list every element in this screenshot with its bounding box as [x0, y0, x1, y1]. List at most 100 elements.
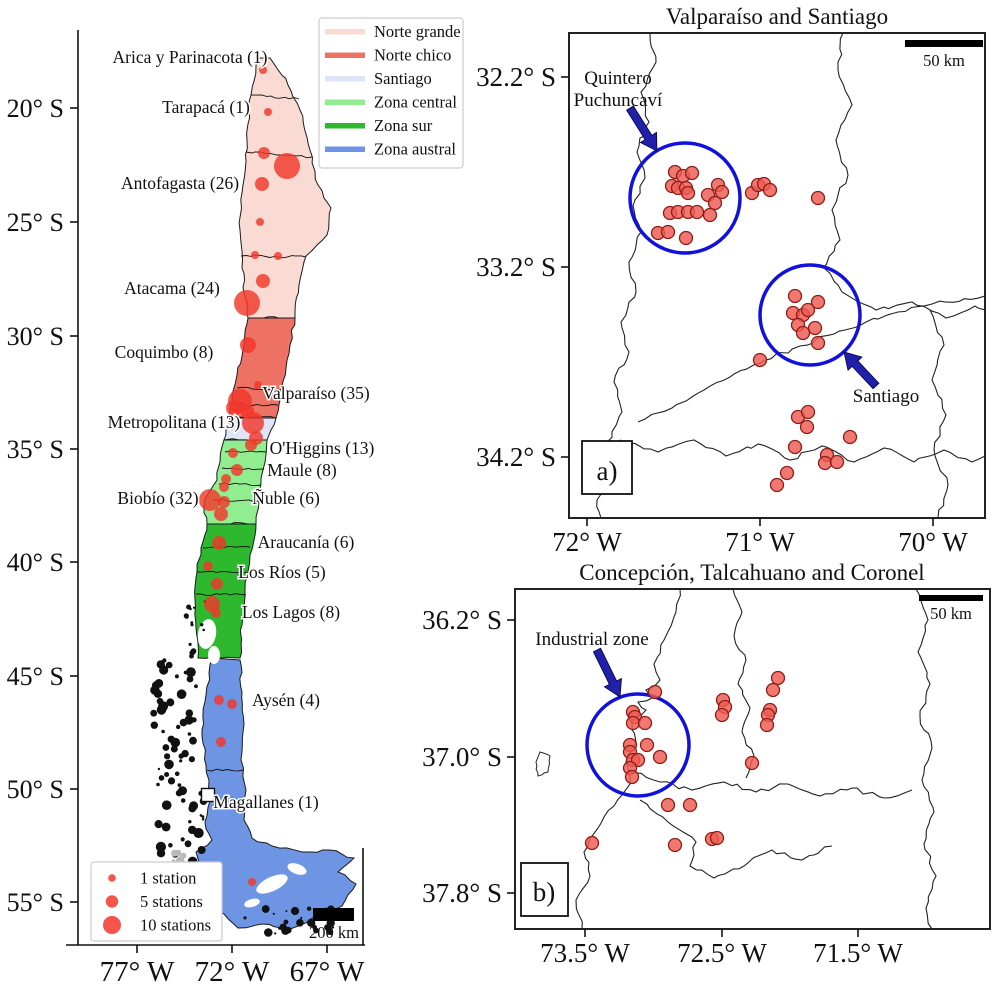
highlight-circle [585, 692, 691, 798]
panel-b-scalebar-label: 50 km [930, 604, 972, 623]
y-tick-label: 55° S [7, 888, 64, 917]
fjord-blob [176, 724, 181, 730]
region-border-line [196, 570, 248, 574]
station-dot [245, 439, 257, 451]
legend-swatch [325, 123, 365, 129]
fjord-blob-south [263, 909, 268, 913]
station-dot [829, 454, 845, 470]
station-dot [647, 684, 663, 700]
fjord-blob [188, 756, 195, 763]
legend-swatch [325, 146, 365, 152]
station-dot [842, 429, 858, 445]
legend-label: Santiago [374, 69, 432, 88]
station-dot [759, 717, 775, 733]
panel-b-stations [584, 670, 786, 853]
station-dot [251, 251, 259, 259]
fjord-blob [164, 759, 174, 770]
fjord-blob [167, 777, 176, 785]
fjord-blob [170, 745, 178, 753]
station-dot [203, 561, 213, 571]
station-dot [714, 707, 730, 723]
station-dot [214, 507, 228, 521]
panel-a-title: Valparaíso and Santiago [666, 4, 888, 29]
fjord-blob-south [274, 932, 277, 935]
boundary-line [639, 799, 833, 879]
fjord-blob [174, 674, 179, 679]
fjord-blob [179, 759, 183, 763]
panel-a-highlights [626, 105, 880, 390]
fjord-blob [155, 841, 166, 853]
region-border-line [195, 593, 247, 596]
station-dot [264, 108, 272, 116]
region-label: Arica y Parinacota (1) [113, 47, 268, 67]
legend-swatch [325, 76, 365, 82]
coast-inlet [256, 874, 288, 894]
fjord-blob [161, 800, 172, 810]
y-tick-label: 37.0° S [422, 742, 502, 772]
boundary-line [627, 769, 913, 799]
panel-frame [514, 588, 991, 930]
boundary-line [915, 589, 937, 929]
fjord-blob [157, 767, 161, 771]
fjord-blob-south [281, 926, 290, 935]
x-tick-label: 71° W [725, 527, 795, 557]
panel-frame [568, 32, 986, 519]
fjord-blob [150, 721, 158, 729]
y-tick-label: 20° S [7, 94, 64, 123]
fjord-blob [175, 789, 183, 797]
station-dot [765, 682, 781, 698]
fjord-blob-south [325, 925, 333, 933]
panel-b-concepcion: 36.2° S 37.0° S 37.8° S 73.5° W 72.5° W 71.5°… [422, 560, 991, 968]
fjord-blob [199, 814, 203, 817]
region-label: Los Ríos (5) [238, 562, 326, 582]
station-dot [639, 737, 655, 753]
fjord-blob [159, 665, 169, 675]
size-legend-dot [108, 874, 116, 882]
region-labels-layer: Arica y Parinacota (1) Tarapacá (1) Antofa… [106, 46, 376, 814]
legend-swatch [325, 29, 365, 35]
station-dot [660, 797, 676, 813]
region-label: Aysén (4) [252, 690, 320, 710]
x-tick-label: 77° W [100, 956, 175, 988]
fjord-blob [153, 689, 163, 698]
legend-swatch [325, 52, 365, 58]
station-dot [214, 695, 224, 705]
fjord-blob [162, 744, 170, 751]
y-tick-label: 50° S [7, 775, 64, 804]
station-dot [212, 536, 226, 550]
legend-swatch [325, 99, 365, 105]
y-tick-label: 36.2° S [422, 605, 502, 635]
island-speck [192, 606, 196, 609]
legend-label: Zona sur [374, 116, 433, 135]
fjord-blob [184, 840, 192, 848]
island-speck [189, 607, 192, 611]
fjord-blob-south [283, 919, 289, 925]
fjord-blob-south [285, 910, 288, 913]
island-speck [200, 623, 204, 627]
region-label: Tarapacá (1) [162, 97, 250, 117]
fjord-blob [186, 667, 196, 677]
station-dot [218, 496, 230, 508]
station-dot [714, 184, 730, 200]
station-dot [744, 755, 760, 771]
boundary-line [823, 33, 985, 319]
station-dot [242, 412, 264, 434]
coast-inlet [244, 898, 260, 908]
station-dot [678, 230, 694, 246]
station-dot [211, 578, 223, 590]
size-legend-dot [103, 916, 121, 934]
panel-b-title: Concepción, Talcahuano and Coronel [579, 560, 924, 585]
station-dot [762, 182, 778, 198]
fjord-blob [166, 698, 175, 707]
left-scalebar-label: 200 km [309, 923, 359, 942]
station-dot [240, 337, 256, 353]
boundary-line [929, 309, 949, 518]
station-dot [707, 195, 723, 211]
station-dot [221, 474, 231, 484]
x-tick-label: 70° W [898, 527, 968, 557]
panel-a-corner-box [581, 440, 633, 495]
size-legend-label: 5 stations [140, 892, 203, 911]
small-island [535, 751, 551, 777]
